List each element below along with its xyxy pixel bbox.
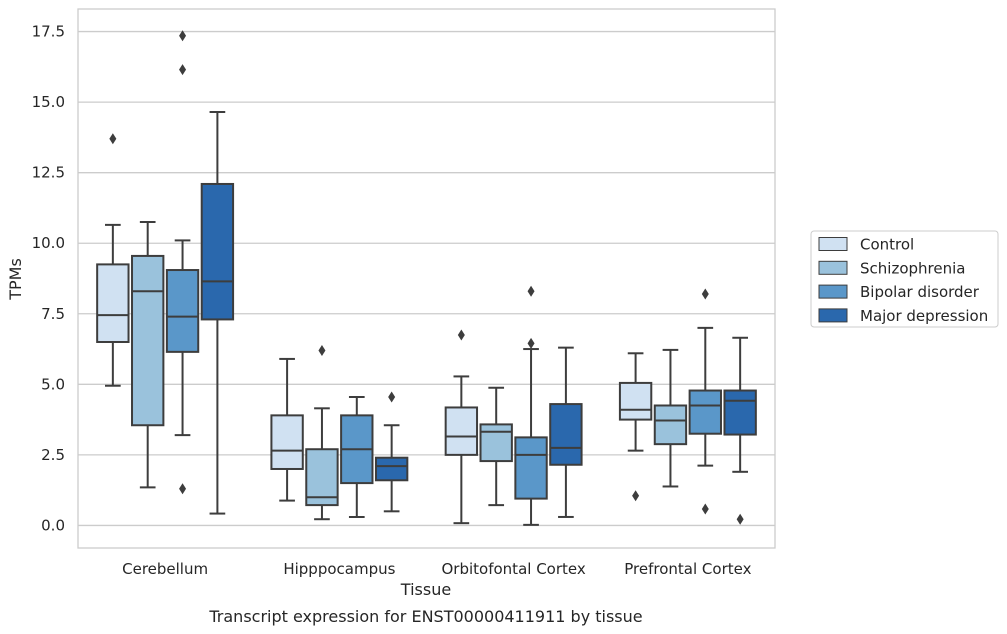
outlier-point <box>701 503 709 515</box>
box-body <box>305 448 339 507</box>
outlier-point <box>179 64 187 76</box>
box-body <box>200 182 235 321</box>
box-major-depression <box>374 391 409 513</box>
outlier-point <box>527 285 535 297</box>
box-body <box>618 381 653 421</box>
x-tick-label: Prefrontal Cortex <box>624 560 751 578</box>
y-tick-labels: 0.0 2.5 5.0 7.5 10.0 12.5 15.0 17.5 <box>32 23 65 535</box>
box-body <box>688 389 722 435</box>
box-body <box>479 423 513 463</box>
box-bipolar-disorder <box>688 288 722 515</box>
legend: Control Schizophrenia Bipolar disorder Majo… <box>810 230 999 328</box>
box-body <box>723 389 757 436</box>
y-tick-label: 2.5 <box>41 446 65 464</box>
box-control <box>618 352 653 502</box>
y-tick-label: 15.0 <box>32 93 65 111</box>
outlier-point <box>701 288 709 300</box>
legend-label: Schizophrenia <box>860 259 965 277</box>
box-bipolar-disorder <box>340 396 374 518</box>
legend-swatch <box>818 260 848 275</box>
outlier-point <box>736 513 744 525</box>
box-body <box>165 269 200 353</box>
outlier-point <box>388 391 396 403</box>
box-major-depression <box>549 346 583 518</box>
box-body <box>374 456 409 482</box>
box-schizophrenia <box>479 386 513 507</box>
box-body <box>514 436 548 500</box>
legend-frame <box>810 230 999 328</box>
box-bipolar-disorder <box>514 285 548 526</box>
box-body <box>131 254 165 427</box>
y-tick-label: 5.0 <box>41 375 65 393</box>
legend-label: Bipolar disorder <box>860 283 980 301</box>
box-control <box>96 133 130 387</box>
x-axis-title: Tissue <box>400 580 451 599</box>
box-major-depression <box>723 336 757 525</box>
y-tick-label: 7.5 <box>41 305 65 323</box>
box-control <box>444 329 479 525</box>
outlier-point <box>457 329 465 341</box>
y-tick-label: 0.0 <box>41 516 65 534</box>
legend-items: Control Schizophrenia Bipolar disorder Majo… <box>818 236 988 325</box>
box-body <box>270 414 304 470</box>
box-major-depression <box>200 111 235 515</box>
plot-area-frame <box>77 8 776 549</box>
box-control <box>270 357 304 502</box>
box-body <box>549 403 583 466</box>
box-bipolar-disorder <box>165 30 200 495</box>
x-tick-label: Hipppocampus <box>283 560 395 578</box>
box-body <box>444 406 479 456</box>
outlier-point <box>632 490 640 502</box>
y-axis-title: TPMs <box>6 258 25 301</box>
boxes <box>96 30 757 526</box>
outlier-point <box>527 337 535 349</box>
x-tick-labels: Cerebellum Hipppocampus Orbitofontal Corte… <box>122 560 751 578</box>
x-tick-label: Cerebellum <box>122 560 208 578</box>
outlier-point <box>179 483 187 495</box>
legend-label: Major depression <box>860 307 988 325</box>
x-tick-label: Orbitofontal Cortex <box>442 560 586 578</box>
box-body <box>653 404 688 446</box>
outlier-point <box>179 30 187 42</box>
figure-caption: Transcript expression for ENST0000041191… <box>208 607 642 626</box>
legend-swatch <box>818 237 848 251</box>
box-schizophrenia <box>653 348 688 488</box>
box-schizophrenia <box>131 221 165 489</box>
outlier-point <box>318 344 326 356</box>
y-tick-label: 12.5 <box>32 164 65 182</box>
box-schizophrenia <box>305 344 339 521</box>
box-body <box>96 263 130 343</box>
legend-swatch <box>818 284 848 299</box>
y-tick-label: 10.0 <box>32 234 65 252</box>
outlier-point <box>109 133 117 145</box>
y-tick-label: 17.5 <box>32 23 65 41</box>
legend-label: Control <box>860 236 914 254</box>
legend-swatch <box>818 308 848 323</box>
